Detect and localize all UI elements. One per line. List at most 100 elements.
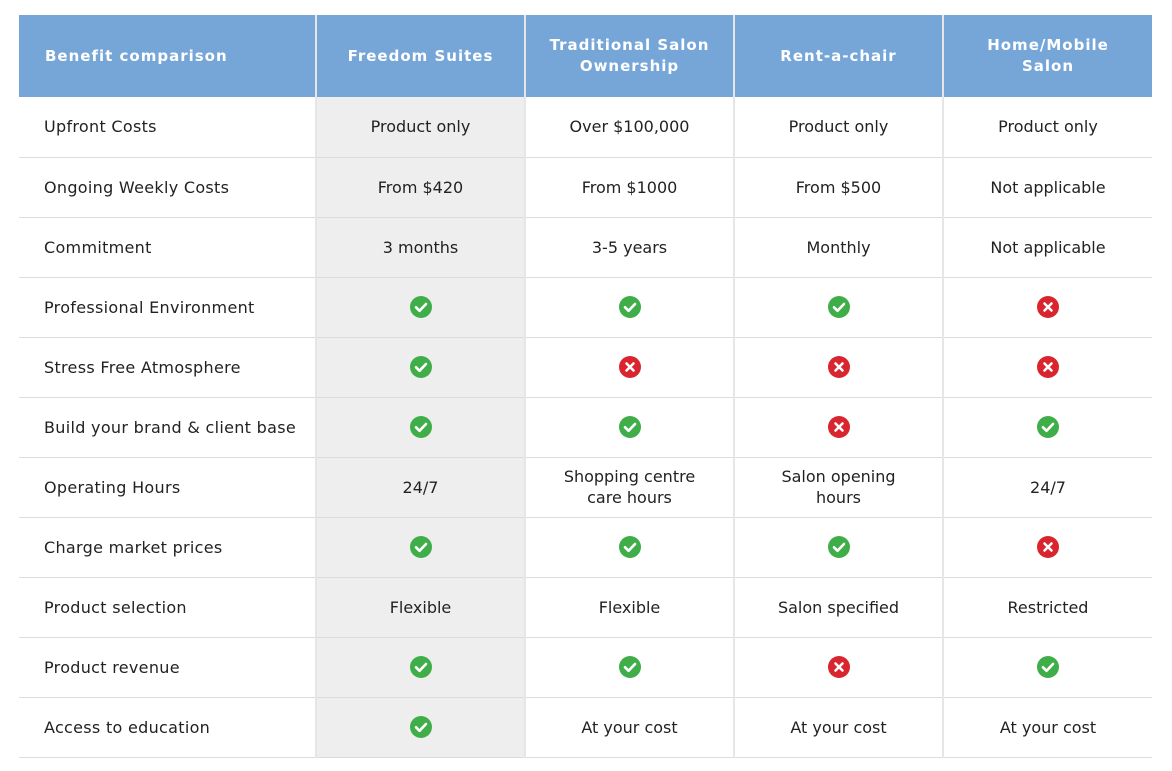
table-cell [315,337,525,398]
header-cell-benefit: Benefit comparison [19,15,316,97]
table-cell: From $500 [733,157,943,218]
cell-value: Salon specified [777,597,900,617]
column-header-label: Traditional Salon Ownership [549,36,710,75]
row-label: Stress Free Atmosphere [19,337,316,398]
column-header-label: Freedom Suites [347,46,494,65]
row-label: Access to education [19,697,316,758]
table-cell: Product only [733,97,943,158]
check-circle-icon [409,536,432,559]
table-row: Charge market prices [19,517,1152,578]
table-cell [315,637,525,698]
table-cell: Salon specified [733,577,943,638]
header-cell-option: Rent-a-chair [733,15,943,97]
cell-value: 3 months [382,237,459,257]
cell-value: At your cost [790,717,887,737]
row-label: Charge market prices [19,517,316,578]
table-cell [315,397,525,458]
check-circle-icon [409,716,432,739]
table-cell: At your cost [942,697,1152,758]
row-label: Ongoing Weekly Costs [19,157,316,218]
table-cell [524,637,734,698]
table-row: Operating Hours 24/7 Shopping centre care … [19,457,1152,518]
cross-circle-icon [1037,356,1059,379]
cell-value: Product only [998,117,1098,137]
table-cell: Flexible [524,577,734,638]
check-circle-icon [409,356,432,379]
cell-value: Over $100,000 [569,117,690,137]
table-cell [942,337,1152,398]
table-cell [524,277,734,338]
table-cell [315,277,525,338]
table-cell: From $1000 [524,157,734,218]
table-cell [524,337,734,398]
table-cell [942,277,1152,338]
table-cell [524,397,734,458]
table-cell [733,637,943,698]
check-circle-icon [827,296,850,319]
table-cell: Product only [315,97,525,158]
table-cell: Not applicable [942,217,1152,278]
cell-value: 24/7 [402,477,439,497]
table-cell [733,277,943,338]
cross-circle-icon [1037,296,1059,319]
table-cell [733,337,943,398]
table-cell: Not applicable [942,157,1152,218]
table-row: Ongoing Weekly Costs From $420 From $1000 F… [19,157,1152,218]
table-cell: 3-5 years [524,217,734,278]
cross-circle-icon [827,416,850,439]
table-row: Product revenue [19,637,1152,698]
cell-value: Shopping centre care hours [563,467,696,507]
table-cell: Restricted [942,577,1152,638]
cell-value: Salon opening hours [781,467,896,507]
table-cell [733,397,943,458]
row-label: Operating Hours [19,457,316,518]
benefit-comparison-table: Benefit comparison Freedom Suites Traditio… [19,15,1152,758]
table-cell [942,397,1152,458]
table-cell: From $420 [315,157,525,218]
table-cell: At your cost [524,697,734,758]
cell-value: From $420 [377,177,464,197]
cell-value: Flexible [389,597,452,617]
cell-value: Flexible [598,597,661,617]
table-header: Benefit comparison Freedom Suites Traditio… [19,15,1152,97]
row-label: Product revenue [19,637,316,698]
check-circle-icon [1037,656,1059,679]
cell-value: At your cost [581,717,678,737]
table-cell [942,517,1152,578]
cell-value: From $1000 [581,177,678,197]
row-label: Professional Environment [19,277,316,338]
row-label: Commitment [19,217,316,278]
table-cell [524,517,734,578]
header-cell-option: Traditional Salon Ownership [524,15,734,97]
check-circle-icon [618,296,641,319]
cell-value: Product only [788,117,889,137]
comparison-table-container: Benefit comparison Freedom Suites Traditio… [19,15,1152,760]
table-cell [315,697,525,758]
check-circle-icon [409,416,432,439]
row-label: Product selection [19,577,316,638]
table-cell [733,517,943,578]
cell-value: Not applicable [990,177,1106,197]
check-circle-icon [1037,416,1059,439]
table-cell: Salon opening hours [733,457,943,518]
cross-circle-icon [827,656,850,679]
cell-value: 3-5 years [591,237,668,257]
check-circle-icon [409,656,432,679]
cell-value: 24/7 [1030,477,1066,497]
column-header-label: Benefit comparison [45,46,228,65]
table-cell: 24/7 [942,457,1152,518]
cell-value: At your cost [999,717,1097,737]
cell-value: Product only [370,117,471,137]
table-row: Commitment 3 months 3-5 years Monthly Not ap… [19,217,1152,278]
table-row: Product selection Flexible Flexible Salon s… [19,577,1152,638]
check-circle-icon [827,536,850,559]
table-cell: Monthly [733,217,943,278]
table-row: Stress Free Atmosphere [19,337,1152,398]
check-circle-icon [409,296,432,319]
cell-value: Not applicable [990,237,1106,257]
column-header-label: Home/Mobile Salon [987,36,1109,75]
column-header-label: Rent-a-chair [780,46,897,65]
table-body: Upfront Costs Product only Over $100,000 Pr… [19,97,1152,758]
table-cell [315,517,525,578]
table-row: Upfront Costs Product only Over $100,000 Pr… [19,97,1152,158]
